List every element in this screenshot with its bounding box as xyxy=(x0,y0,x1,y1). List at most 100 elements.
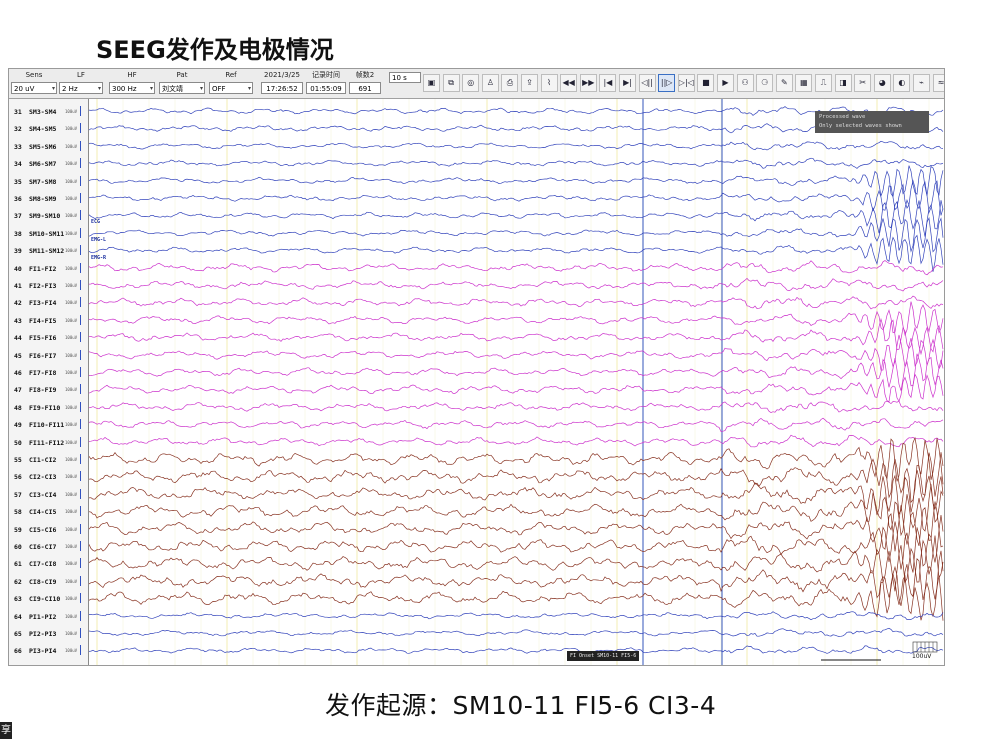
channel-name: FI8-FI9 xyxy=(29,386,57,395)
channel-scale-bar xyxy=(80,262,81,273)
channel-label-row[interactable]: 38 SM10-SM11 100uV xyxy=(9,225,89,242)
channel-label-row[interactable]: 40 FI1-FI2 100uV xyxy=(9,260,89,277)
ref-select[interactable]: OFF ▾ xyxy=(209,82,253,94)
filter-icon[interactable]: ◎ xyxy=(462,74,480,92)
channel-label-row[interactable]: 63 CI9-CI10 100uV xyxy=(9,590,89,607)
channel-label-row[interactable]: 32 SM4-SM5 100uV xyxy=(9,120,89,137)
channel-label-row[interactable]: 37 SM9-SM10 100uV xyxy=(9,207,89,224)
wave-icon[interactable]: ≈ xyxy=(932,74,944,92)
report-icon[interactable]: ⚆ xyxy=(756,74,774,92)
first-page-icon[interactable]: |◀ xyxy=(599,74,617,92)
channel-number: 43 xyxy=(14,316,22,325)
channel-scale: 100uV xyxy=(65,161,78,167)
eeg-trace xyxy=(89,400,944,414)
event-icon[interactable]: ✂ xyxy=(854,74,872,92)
color-icon[interactable]: ◐ xyxy=(893,74,911,92)
channel-label-row[interactable]: 34 SM6-SM7 100uV xyxy=(9,155,89,172)
channel-label-row[interactable]: 45 FI6-FI7 100uV xyxy=(9,347,89,364)
channel-label-row[interactable]: 47 FI8-FI9 100uV xyxy=(9,381,89,398)
channel-label-row[interactable]: 44 FI5-FI6 100uV xyxy=(9,329,89,346)
channel-label-row[interactable]: 60 CI6-CI7 100uV xyxy=(9,538,89,555)
record-time-box: 01:55:09 xyxy=(306,82,346,94)
channel-label-row[interactable]: 41 FI2-FI3 100uV xyxy=(9,277,89,294)
export2-icon[interactable]: ◕ xyxy=(873,74,891,92)
channel-label-row[interactable]: 43 FI4-FI5 100uV xyxy=(9,312,89,329)
analysis-icon[interactable]: ⚇ xyxy=(736,74,754,92)
spectrum-icon[interactable]: ▦ xyxy=(795,74,813,92)
channel-name: SM4-SM5 xyxy=(29,125,57,134)
channel-scale: 100uV xyxy=(65,613,78,619)
channel-number: 39 xyxy=(14,247,22,256)
ruler-icon[interactable]: ⎍ xyxy=(815,74,832,92)
channel-label-row[interactable]: 56 CI2-CI3 100uV xyxy=(9,468,89,485)
play-icon[interactable]: ▶ xyxy=(717,74,734,92)
channel-label-row[interactable]: 65 PI2-PI3 100uV xyxy=(9,625,89,642)
window-length-select[interactable]: 10 s xyxy=(389,72,421,83)
eeg-trace xyxy=(89,550,944,606)
eeg-trace xyxy=(89,317,944,356)
montage-icon[interactable]: ⧉ xyxy=(442,74,460,92)
channel-scale-bar xyxy=(80,593,81,604)
eeg-plot-area[interactable]: Processed wave Only selected waves shown… xyxy=(89,99,944,665)
hf-select[interactable]: 300 Hz ▾ xyxy=(109,82,155,94)
channel-label-row[interactable]: 55 CI1-CI2 100uV xyxy=(9,451,89,468)
hf-control: HF 300 Hz ▾ xyxy=(109,69,155,94)
channel-scale: 100uV xyxy=(65,283,78,288)
channel-label-row[interactable]: 59 CI5-CI6 100uV xyxy=(9,521,89,538)
channel-label-row[interactable]: 50 FI11-FI12 100uV xyxy=(9,434,89,451)
palette-icon[interactable]: ⌁ xyxy=(913,74,930,92)
channel-label-row[interactable]: 39 SM11-SM12 100uV xyxy=(9,242,89,259)
stop-icon[interactable]: ■ xyxy=(697,74,715,92)
channel-label-row[interactable]: 66 PI3-PI4 100uV xyxy=(9,642,89,659)
pause-step-icon[interactable]: ||▷ xyxy=(658,74,676,92)
channel-label-row[interactable]: 61 CI7-CI8 100uV xyxy=(9,555,89,572)
channel-scale-bar xyxy=(80,297,81,308)
eeg-trace xyxy=(89,179,944,216)
fast-forward-icon[interactable]: ▶▶ xyxy=(579,74,597,92)
lf-select[interactable]: 2 Hz ▾ xyxy=(59,82,103,94)
pat-select[interactable]: 刘文靖 ▾ xyxy=(159,82,205,94)
eeg-trace xyxy=(89,234,944,272)
channel-label-row[interactable]: 46 FI7-FI8 100uV xyxy=(9,364,89,381)
export-icon[interactable]: ⇪ xyxy=(521,74,538,92)
channel-name: FI7-FI8 xyxy=(29,369,57,377)
last-page-icon[interactable]: ▶| xyxy=(619,74,636,92)
eeg-trace xyxy=(89,484,944,537)
save-icon[interactable]: ▣ xyxy=(423,74,440,92)
sens-select[interactable]: 20 uV ▾ xyxy=(11,82,57,94)
pat-value: 刘文靖 xyxy=(162,85,183,93)
note-icon[interactable]: ✎ xyxy=(775,74,793,92)
channel-name: PI2-PI3 xyxy=(29,630,57,638)
channel-number: 64 xyxy=(14,612,22,621)
video-icon[interactable]: ◨ xyxy=(834,74,852,92)
processed-line2: Only selected waves shown xyxy=(819,123,902,129)
sens-value: 20 uV xyxy=(14,85,35,93)
hf-value: 300 Hz xyxy=(112,85,137,93)
channel-label-row[interactable]: 36 SM8-SM9 100uV xyxy=(9,190,89,207)
channel-label-row[interactable]: 48 FI9-FI10 100uV xyxy=(9,399,89,416)
record-time-text: 01:55:09 xyxy=(310,85,342,93)
channel-name: CI9-CI10 xyxy=(29,595,61,604)
eeg-trace xyxy=(89,501,944,552)
channel-number: 32 xyxy=(14,125,22,134)
channel-scale: 100uV xyxy=(65,457,78,462)
channel-label-row[interactable]: 58 CI4-CI5 100uV xyxy=(9,503,89,520)
channel-label-row[interactable]: 57 CI3-CI4 100uV xyxy=(9,486,89,503)
channel-number: 46 xyxy=(14,369,22,377)
channel-label-row[interactable]: 49 FI10-FI11 100uV xyxy=(9,416,89,433)
channel-name: CI8-CI9 xyxy=(29,577,57,586)
step-back-icon[interactable]: ◁|| xyxy=(638,74,656,92)
channel-number: 66 xyxy=(14,647,22,656)
jump-icon[interactable]: ▷|◁ xyxy=(677,74,695,92)
channel-number: 35 xyxy=(14,177,22,186)
channel-label-row[interactable]: 62 CI8-CI9 100uV xyxy=(9,573,89,590)
person-icon[interactable]: ♙ xyxy=(481,74,499,92)
print-icon[interactable]: ⎙ xyxy=(501,74,519,92)
channel-label-row[interactable]: 42 FI3-FI4 100uV xyxy=(9,294,89,311)
channel-label-row[interactable]: 35 SM7-SM8 100uV xyxy=(9,173,89,190)
channel-label-row[interactable]: 31 SM3-SM4 100uV xyxy=(9,103,89,120)
chart-icon[interactable]: ⌇ xyxy=(540,74,558,92)
channel-label-row[interactable]: 33 SM5-SM6 100uV xyxy=(9,138,89,155)
channel-label-row[interactable]: 64 PI1-PI2 100uV xyxy=(9,608,89,625)
rewind-icon[interactable]: ◀◀ xyxy=(560,74,578,92)
